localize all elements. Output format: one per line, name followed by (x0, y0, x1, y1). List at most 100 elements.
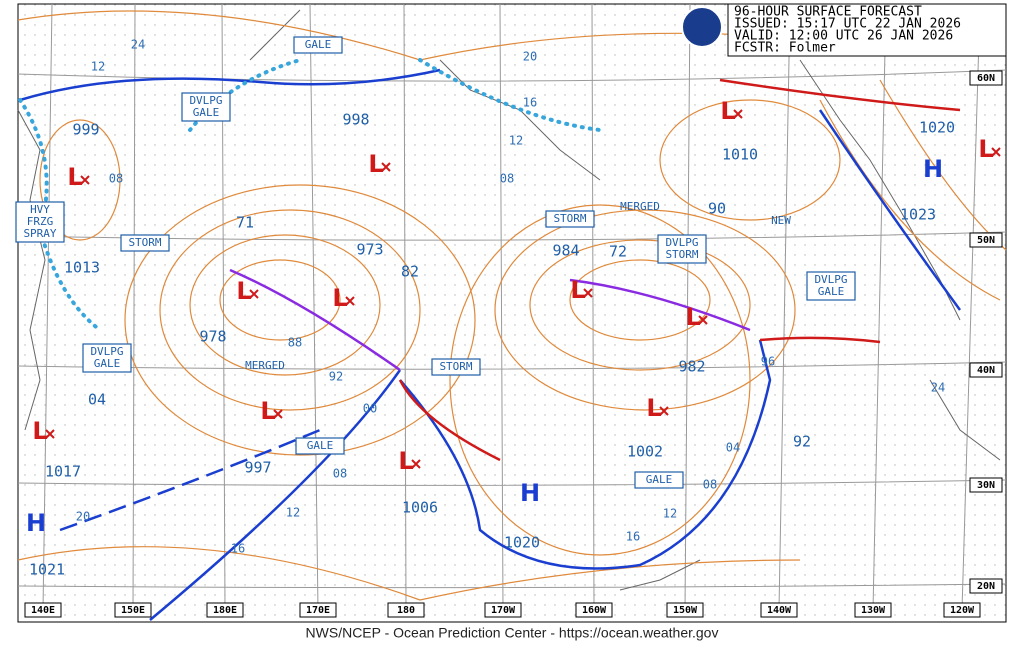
lon-label: 140W (767, 605, 792, 616)
pressure-label: 72 (609, 243, 627, 261)
lon-label-box (206, 602, 244, 618)
contour-label: 88 (288, 336, 302, 350)
pressure-label: 1021 (29, 561, 65, 579)
low-center: L (720, 97, 735, 125)
pressure-label: 973 (356, 241, 383, 259)
annotation: MERGED (620, 200, 660, 213)
lon-label-box (387, 602, 425, 618)
low-x-mark (345, 296, 355, 306)
low-center: L (685, 303, 700, 331)
pressure-label: 1010 (722, 146, 758, 164)
contour-label: 00 (363, 402, 377, 416)
pressure-label: 1017 (45, 463, 81, 481)
warning-text: DVLPG (665, 236, 698, 249)
header-box (727, 3, 1007, 57)
lon-label-box (114, 602, 152, 618)
low-x-mark (411, 459, 421, 469)
pressure-label: 1023 (900, 206, 936, 224)
warning-box (545, 210, 595, 228)
contour-label: 08 (500, 172, 514, 186)
pressure-label: 1006 (402, 499, 438, 517)
lon-label: 160W (582, 605, 607, 616)
lon-label: 140E (31, 605, 55, 616)
warning-text: SPRAY (23, 227, 56, 240)
lat-label-box (969, 477, 1003, 493)
low-x-mark (45, 429, 55, 439)
pressure-label: 1002 (627, 443, 663, 461)
low-center: L (570, 276, 585, 304)
low-x-mark (80, 175, 90, 185)
lat-label: 20N (977, 581, 995, 592)
lat-label: 40N (977, 365, 995, 376)
pressure-label: 04 (88, 391, 106, 409)
warning-box (15, 201, 65, 243)
warning-text: STORM (128, 236, 161, 249)
warning-text: GALE (646, 473, 673, 486)
lon-label: 150E (121, 605, 145, 616)
lat-label-box (969, 578, 1003, 594)
lon-label-box (943, 602, 981, 618)
warning-text: GALE (307, 439, 334, 452)
contour-label: 12 (663, 507, 677, 521)
lat-label-box (969, 70, 1003, 86)
pressure-label: 997 (244, 459, 271, 477)
warning-box (82, 343, 132, 373)
high-center: H (923, 155, 943, 183)
low-x-mark (381, 162, 391, 172)
warning-text: DVLPG (189, 94, 222, 107)
map-frame (17, 3, 1007, 623)
lat-label: 30N (977, 480, 995, 491)
warning-text: GALE (818, 285, 845, 298)
lon-label: 120W (950, 605, 975, 616)
fronts (19, 68, 962, 621)
warning-box (181, 92, 231, 122)
lon-label: 170E (306, 605, 330, 616)
low-x-mark (249, 289, 259, 299)
low-center: L (978, 135, 993, 163)
lon-label-box (24, 602, 62, 618)
coastline (17, 9, 1001, 591)
lon-label-box (299, 602, 337, 618)
warning-text: STORM (553, 212, 586, 225)
pressure-label: 1013 (64, 259, 100, 277)
lon-label: 130W (861, 605, 886, 616)
low-center: L (236, 277, 251, 305)
contour-label: 92 (329, 370, 343, 384)
contour-label: 12 (286, 506, 300, 520)
warning-text: STORM (439, 360, 472, 373)
low-x-mark (698, 315, 708, 325)
low-center: L (646, 394, 661, 422)
pressure-label: 984 (552, 242, 579, 260)
lon-label-box (575, 602, 613, 618)
header-line: ISSUED: 15:17 UTC 22 JAN 2026 (734, 17, 961, 32)
warning-box (295, 437, 345, 455)
lat-label-box (969, 362, 1003, 378)
footer: NWS/NCEP - Ocean Prediction Center - htt… (306, 625, 719, 641)
warning-text: DVLPG (814, 273, 847, 286)
lat-label: 50N (977, 235, 995, 246)
lon-label: 180E (213, 605, 237, 616)
pressure-label: 982 (678, 358, 705, 376)
contour-label: 08 (703, 478, 717, 492)
pressure-label: 999 (72, 121, 99, 139)
warning-text: HVY (30, 203, 50, 216)
low-center: L (32, 417, 47, 445)
contour-label: 20 (523, 50, 537, 64)
low-center: L (332, 284, 347, 312)
lon-label-box (760, 602, 798, 618)
low-x-mark (659, 406, 669, 416)
pressure-label: 1020 (919, 119, 955, 137)
lat-label-box (969, 232, 1003, 248)
low-x-mark (991, 147, 1001, 157)
contour-label: 12 (509, 134, 523, 148)
warning-box (657, 234, 707, 264)
lon-label-box (484, 602, 522, 618)
pressure-label: 82 (401, 263, 419, 281)
header-line: VALID: 12:00 UTC 26 JAN 2026 (734, 29, 953, 44)
warning-text: GALE (305, 38, 332, 51)
contour-label: 04 (726, 441, 740, 455)
contour-label: 12 (91, 60, 105, 74)
contour-label: 08 (333, 467, 347, 481)
warning-box (120, 234, 170, 252)
warning-box (634, 471, 684, 489)
